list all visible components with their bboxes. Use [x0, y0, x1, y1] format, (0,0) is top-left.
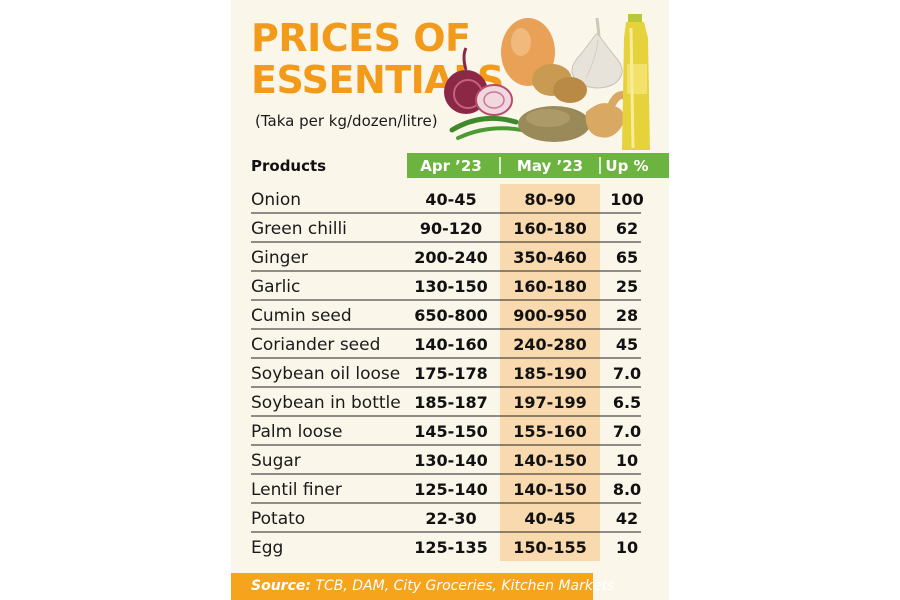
row-up-pct-value: 100 [610, 190, 643, 209]
row-may-value: 40-45 [524, 509, 575, 528]
row-may-value: 150-155 [513, 538, 586, 557]
row-may-value: 160-180 [513, 219, 586, 238]
row-up-pct-value: 6.5 [613, 393, 641, 412]
row-up-pct-value: 8.0 [613, 480, 641, 499]
row-up-pct-value: 7.0 [613, 364, 641, 383]
row-apr-value: 130-150 [414, 277, 487, 296]
row-apr-value: 175-178 [414, 364, 487, 383]
potato-icon [532, 64, 587, 103]
column-header-apr: Apr ’23 [420, 157, 482, 175]
row-apr-value: 125-140 [414, 480, 487, 499]
row-may-value: 160-180 [513, 277, 586, 296]
row-up-pct-value: 45 [616, 335, 638, 354]
row-product-label: Egg [251, 538, 283, 558]
oil-bottle-icon [622, 14, 650, 150]
row-may-value: 240-280 [513, 335, 586, 354]
row-may-value: 140-150 [513, 480, 586, 499]
row-up-pct-value: 10 [616, 451, 638, 470]
row-product-label: Cumin seed [251, 306, 352, 326]
row-apr-value: 125-135 [414, 538, 487, 557]
column-header-may: May ’23 [517, 157, 583, 175]
source-bar: Source: TCB, DAM, City Groceries, Kitche… [231, 573, 614, 600]
row-may-value: 155-160 [513, 422, 586, 441]
row-apr-value: 200-240 [414, 248, 487, 267]
row-up-pct-value: 42 [616, 509, 638, 528]
row-may-value: 140-150 [513, 451, 586, 470]
row-product-label: Soybean oil loose [251, 364, 400, 384]
row-apr-value: 650-800 [414, 306, 487, 325]
price-table: Products Apr ’23 May ’23 Up % Onion 40-45 80-9… [251, 153, 669, 561]
food-illustration [444, 14, 650, 150]
green-chilli-icon [449, 115, 524, 140]
row-apr-value: 40-45 [425, 190, 476, 209]
row-product-label: Onion [251, 190, 301, 210]
row-up-pct-value: 7.0 [613, 422, 641, 441]
may-column-highlight [500, 184, 600, 561]
column-header-up-pct: Up % [605, 157, 648, 175]
column-header-products: Products [251, 157, 326, 175]
row-up-pct-value: 65 [616, 248, 638, 267]
row-apr-value: 22-30 [425, 509, 476, 528]
row-product-label: Ginger [251, 248, 308, 268]
row-may-value: 900-950 [513, 306, 586, 325]
row-product-label: Palm loose [251, 422, 342, 442]
row-apr-value: 90-120 [420, 219, 482, 238]
row-product-label: Sugar [251, 451, 301, 471]
header-band [407, 153, 669, 178]
row-apr-value: 130-140 [414, 451, 487, 470]
row-up-pct-value: 25 [616, 277, 638, 296]
row-may-value: 350-460 [513, 248, 586, 267]
title-line-1: PRICES OF [251, 16, 471, 60]
row-up-pct-value: 10 [616, 538, 638, 557]
source-label: Source: [251, 578, 311, 594]
row-up-pct-value: 62 [616, 219, 638, 238]
row-product-label: Garlic [251, 277, 300, 297]
row-product-label: Potato [251, 509, 305, 529]
row-apr-value: 145-150 [414, 422, 487, 441]
garlic-icon [571, 17, 623, 89]
source-text: TCB, DAM, City Groceries, Kitchen Market… [315, 578, 615, 594]
subtitle: (Taka per kg/dozen/litre) [255, 112, 438, 130]
row-product-label: Green chilli [251, 219, 347, 239]
row-may-value: 185-190 [513, 364, 586, 383]
row-apr-value: 185-187 [414, 393, 487, 412]
row-product-label: Soybean in bottle [251, 393, 401, 413]
row-apr-value: 140-160 [414, 335, 487, 354]
infographic-card: PRICES OF ESSENTIALS (Taka per kg/dozen/… [231, 0, 669, 600]
cumin-seed-icon [518, 106, 590, 142]
row-up-pct-value: 28 [616, 306, 638, 325]
row-may-value: 80-90 [524, 190, 575, 209]
onion-icon [444, 47, 513, 116]
row-may-value: 197-199 [513, 393, 586, 412]
row-product-label: Coriander seed [251, 335, 380, 355]
row-product-label: Lentil finer [251, 480, 342, 500]
